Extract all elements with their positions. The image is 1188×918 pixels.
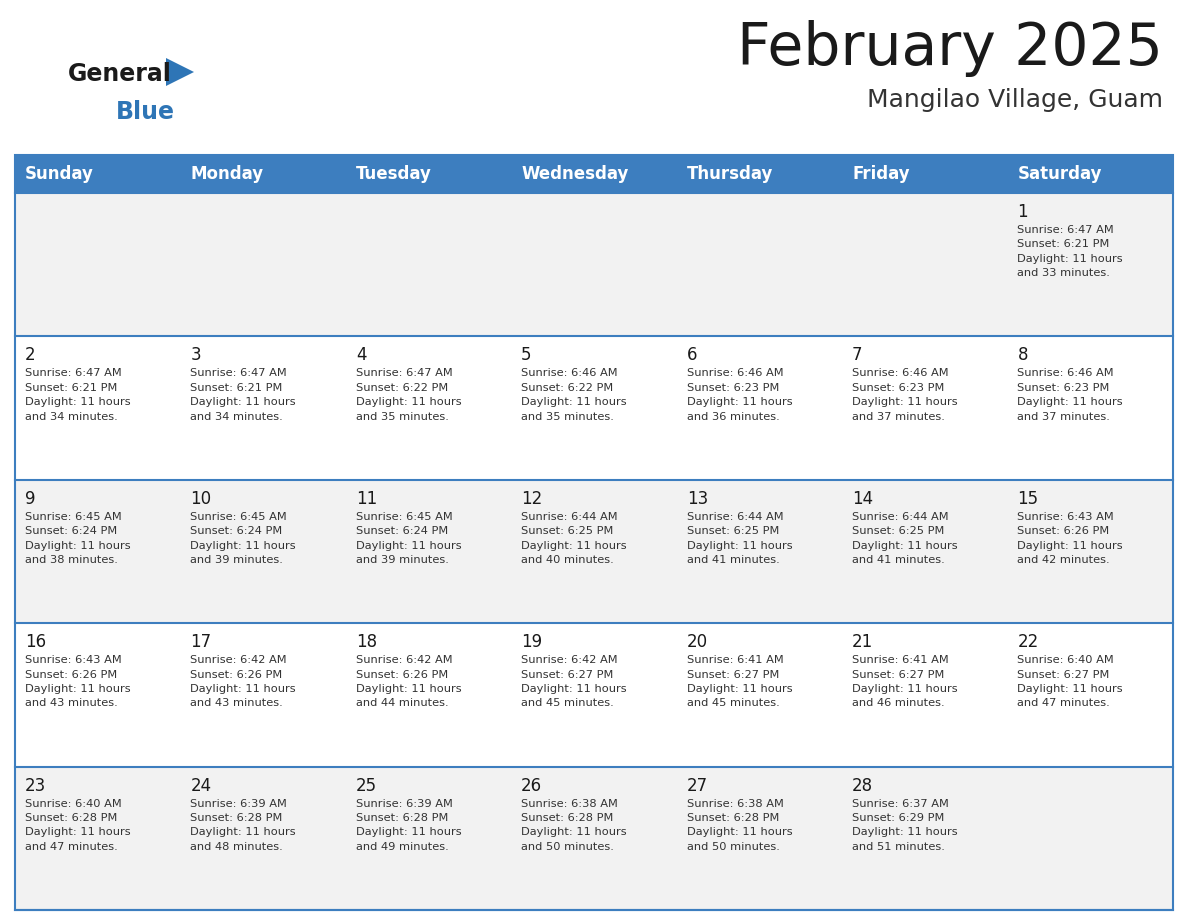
Text: 12: 12 <box>522 490 543 508</box>
Text: 10: 10 <box>190 490 211 508</box>
Text: 26: 26 <box>522 777 543 795</box>
Text: Sunrise: 6:44 AM
Sunset: 6:25 PM
Daylight: 11 hours
and 41 minutes.: Sunrise: 6:44 AM Sunset: 6:25 PM Dayligh… <box>852 512 958 565</box>
Text: Sunrise: 6:42 AM
Sunset: 6:27 PM
Daylight: 11 hours
and 45 minutes.: Sunrise: 6:42 AM Sunset: 6:27 PM Dayligh… <box>522 655 627 709</box>
Text: 6: 6 <box>687 346 697 364</box>
Text: General: General <box>68 62 172 86</box>
Text: Wednesday: Wednesday <box>522 165 628 183</box>
Bar <box>15 193 1173 336</box>
Text: 25: 25 <box>355 777 377 795</box>
Text: 5: 5 <box>522 346 532 364</box>
Bar <box>15 336 1173 480</box>
Bar <box>15 480 1173 623</box>
Text: Mangilao Village, Guam: Mangilao Village, Guam <box>867 88 1163 112</box>
Text: Sunrise: 6:43 AM
Sunset: 6:26 PM
Daylight: 11 hours
and 42 minutes.: Sunrise: 6:43 AM Sunset: 6:26 PM Dayligh… <box>1017 512 1123 565</box>
Text: 3: 3 <box>190 346 201 364</box>
Text: 11: 11 <box>355 490 377 508</box>
Text: Friday: Friday <box>852 165 910 183</box>
Text: Sunrise: 6:46 AM
Sunset: 6:23 PM
Daylight: 11 hours
and 36 minutes.: Sunrise: 6:46 AM Sunset: 6:23 PM Dayligh… <box>687 368 792 421</box>
Text: 17: 17 <box>190 633 211 651</box>
Text: 21: 21 <box>852 633 873 651</box>
Text: 20: 20 <box>687 633 708 651</box>
Text: Sunrise: 6:37 AM
Sunset: 6:29 PM
Daylight: 11 hours
and 51 minutes.: Sunrise: 6:37 AM Sunset: 6:29 PM Dayligh… <box>852 799 958 852</box>
Text: Thursday: Thursday <box>687 165 773 183</box>
Text: 23: 23 <box>25 777 46 795</box>
Text: 7: 7 <box>852 346 862 364</box>
Text: Sunrise: 6:40 AM
Sunset: 6:27 PM
Daylight: 11 hours
and 47 minutes.: Sunrise: 6:40 AM Sunset: 6:27 PM Dayligh… <box>1017 655 1123 709</box>
Text: 24: 24 <box>190 777 211 795</box>
Text: Sunrise: 6:47 AM
Sunset: 6:22 PM
Daylight: 11 hours
and 35 minutes.: Sunrise: 6:47 AM Sunset: 6:22 PM Dayligh… <box>355 368 461 421</box>
Text: Sunrise: 6:40 AM
Sunset: 6:28 PM
Daylight: 11 hours
and 47 minutes.: Sunrise: 6:40 AM Sunset: 6:28 PM Dayligh… <box>25 799 131 852</box>
Text: Sunrise: 6:47 AM
Sunset: 6:21 PM
Daylight: 11 hours
and 33 minutes.: Sunrise: 6:47 AM Sunset: 6:21 PM Dayligh… <box>1017 225 1123 278</box>
Text: Sunrise: 6:45 AM
Sunset: 6:24 PM
Daylight: 11 hours
and 38 minutes.: Sunrise: 6:45 AM Sunset: 6:24 PM Dayligh… <box>25 512 131 565</box>
Text: Monday: Monday <box>190 165 264 183</box>
Text: Sunrise: 6:46 AM
Sunset: 6:23 PM
Daylight: 11 hours
and 37 minutes.: Sunrise: 6:46 AM Sunset: 6:23 PM Dayligh… <box>852 368 958 421</box>
Text: February 2025: February 2025 <box>737 20 1163 77</box>
Text: Sunrise: 6:39 AM
Sunset: 6:28 PM
Daylight: 11 hours
and 48 minutes.: Sunrise: 6:39 AM Sunset: 6:28 PM Dayligh… <box>190 799 296 852</box>
Text: Sunrise: 6:43 AM
Sunset: 6:26 PM
Daylight: 11 hours
and 43 minutes.: Sunrise: 6:43 AM Sunset: 6:26 PM Dayligh… <box>25 655 131 709</box>
Text: Sunrise: 6:46 AM
Sunset: 6:23 PM
Daylight: 11 hours
and 37 minutes.: Sunrise: 6:46 AM Sunset: 6:23 PM Dayligh… <box>1017 368 1123 421</box>
Text: Blue: Blue <box>116 100 175 124</box>
Text: Sunrise: 6:44 AM
Sunset: 6:25 PM
Daylight: 11 hours
and 41 minutes.: Sunrise: 6:44 AM Sunset: 6:25 PM Dayligh… <box>687 512 792 565</box>
Text: Sunrise: 6:47 AM
Sunset: 6:21 PM
Daylight: 11 hours
and 34 minutes.: Sunrise: 6:47 AM Sunset: 6:21 PM Dayligh… <box>190 368 296 421</box>
Text: 13: 13 <box>687 490 708 508</box>
Text: 27: 27 <box>687 777 708 795</box>
Text: 8: 8 <box>1017 346 1028 364</box>
Text: Sunrise: 6:42 AM
Sunset: 6:26 PM
Daylight: 11 hours
and 44 minutes.: Sunrise: 6:42 AM Sunset: 6:26 PM Dayligh… <box>355 655 461 709</box>
Text: Sunrise: 6:41 AM
Sunset: 6:27 PM
Daylight: 11 hours
and 45 minutes.: Sunrise: 6:41 AM Sunset: 6:27 PM Dayligh… <box>687 655 792 709</box>
Text: Sunrise: 6:44 AM
Sunset: 6:25 PM
Daylight: 11 hours
and 40 minutes.: Sunrise: 6:44 AM Sunset: 6:25 PM Dayligh… <box>522 512 627 565</box>
Bar <box>15 155 1173 193</box>
Text: Sunrise: 6:39 AM
Sunset: 6:28 PM
Daylight: 11 hours
and 49 minutes.: Sunrise: 6:39 AM Sunset: 6:28 PM Dayligh… <box>355 799 461 852</box>
Text: 1: 1 <box>1017 203 1028 221</box>
Text: Saturday: Saturday <box>1017 165 1102 183</box>
Text: 28: 28 <box>852 777 873 795</box>
Text: 14: 14 <box>852 490 873 508</box>
Text: Sunrise: 6:42 AM
Sunset: 6:26 PM
Daylight: 11 hours
and 43 minutes.: Sunrise: 6:42 AM Sunset: 6:26 PM Dayligh… <box>190 655 296 709</box>
Text: Sunrise: 6:47 AM
Sunset: 6:21 PM
Daylight: 11 hours
and 34 minutes.: Sunrise: 6:47 AM Sunset: 6:21 PM Dayligh… <box>25 368 131 421</box>
Text: Sunrise: 6:38 AM
Sunset: 6:28 PM
Daylight: 11 hours
and 50 minutes.: Sunrise: 6:38 AM Sunset: 6:28 PM Dayligh… <box>687 799 792 852</box>
Text: Tuesday: Tuesday <box>355 165 431 183</box>
Text: 19: 19 <box>522 633 543 651</box>
Text: Sunday: Sunday <box>25 165 94 183</box>
Polygon shape <box>166 58 194 86</box>
Text: Sunrise: 6:41 AM
Sunset: 6:27 PM
Daylight: 11 hours
and 46 minutes.: Sunrise: 6:41 AM Sunset: 6:27 PM Dayligh… <box>852 655 958 709</box>
Text: 4: 4 <box>355 346 366 364</box>
Text: 18: 18 <box>355 633 377 651</box>
Text: 2: 2 <box>25 346 36 364</box>
Text: 15: 15 <box>1017 490 1038 508</box>
Text: 22: 22 <box>1017 633 1038 651</box>
Bar <box>15 155 1173 910</box>
Bar <box>15 623 1173 767</box>
Text: Sunrise: 6:45 AM
Sunset: 6:24 PM
Daylight: 11 hours
and 39 minutes.: Sunrise: 6:45 AM Sunset: 6:24 PM Dayligh… <box>190 512 296 565</box>
Text: 9: 9 <box>25 490 36 508</box>
Bar <box>15 767 1173 910</box>
Text: Sunrise: 6:46 AM
Sunset: 6:22 PM
Daylight: 11 hours
and 35 minutes.: Sunrise: 6:46 AM Sunset: 6:22 PM Dayligh… <box>522 368 627 421</box>
Text: Sunrise: 6:38 AM
Sunset: 6:28 PM
Daylight: 11 hours
and 50 minutes.: Sunrise: 6:38 AM Sunset: 6:28 PM Dayligh… <box>522 799 627 852</box>
Text: 16: 16 <box>25 633 46 651</box>
Text: Sunrise: 6:45 AM
Sunset: 6:24 PM
Daylight: 11 hours
and 39 minutes.: Sunrise: 6:45 AM Sunset: 6:24 PM Dayligh… <box>355 512 461 565</box>
